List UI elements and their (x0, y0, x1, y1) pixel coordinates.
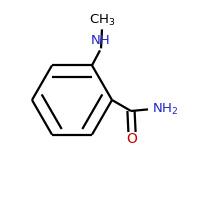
Text: CH$_3$: CH$_3$ (89, 13, 115, 28)
Text: NH: NH (91, 34, 111, 47)
Text: O: O (127, 132, 137, 146)
Text: NH$_2$: NH$_2$ (152, 102, 178, 117)
